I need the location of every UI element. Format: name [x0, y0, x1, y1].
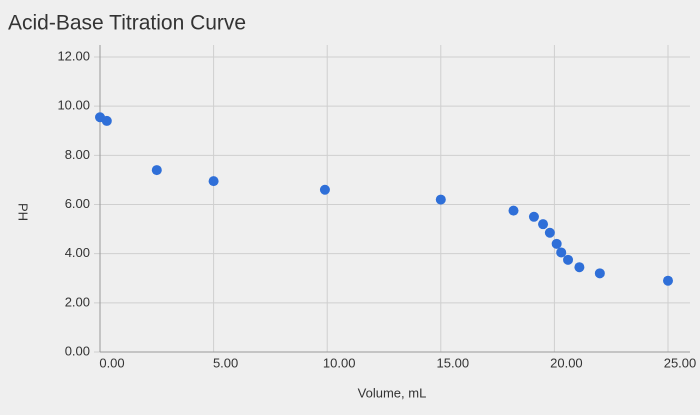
y-tick-label: 0.00: [65, 343, 90, 358]
point: [208, 176, 219, 187]
y-axis-label: PH: [16, 203, 31, 221]
point: [508, 205, 519, 216]
x-tick-label: 0.00: [99, 355, 124, 370]
x-tick-label: 15.00: [437, 355, 470, 370]
point: [556, 247, 567, 258]
point: [528, 211, 539, 222]
x-tick-label: 20.00: [550, 355, 583, 370]
point: [663, 275, 673, 286]
point: [151, 165, 162, 176]
point: [563, 254, 574, 265]
point: [435, 194, 446, 205]
x-tick-label: 25.00: [664, 355, 697, 370]
point: [101, 115, 112, 126]
y-tick-label: 12.00: [57, 48, 90, 63]
point: [538, 219, 549, 230]
point: [319, 184, 330, 195]
y-tick-label: 2.00: [65, 294, 90, 309]
y-tick-label: 4.00: [65, 245, 90, 260]
x-tick-label: 5.00: [213, 355, 238, 370]
point: [594, 268, 605, 279]
point: [544, 227, 555, 238]
chart-title: Acid-Base Titration Curve: [8, 12, 246, 35]
y-tick-label: 10.00: [57, 98, 90, 113]
x-axis-label: Volume, mL: [358, 385, 427, 400]
y-tick-label: 6.00: [65, 196, 90, 211]
point: [574, 262, 585, 273]
y-tick-label: 8.00: [65, 147, 90, 162]
point: [551, 238, 562, 249]
x-tick-label: 10.00: [323, 355, 356, 370]
